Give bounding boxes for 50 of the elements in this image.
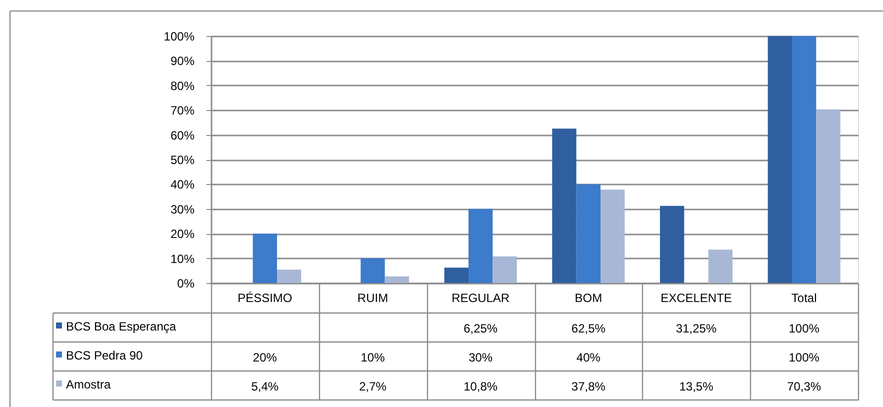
y-tick-label: 100% [164,30,195,44]
x-tick-label: REGULAR [452,291,510,305]
data-label: 30% [468,350,493,364]
bar [277,270,302,283]
y-tick-label: 50% [170,153,195,167]
x-tick-label: PÉSSIMO [238,291,292,305]
y-tick-label: 30% [170,202,195,216]
data-label: 6,25% [464,322,498,336]
y-tick-label: 40% [170,178,195,192]
data-label: 5,4% [251,380,279,394]
data-label: 40% [576,350,601,364]
data-label: 13,5% [679,380,714,394]
y-tick-label: 80% [170,78,195,93]
bar [384,276,410,283]
data-label: 20% [252,350,278,364]
data-label: 31,25% [676,322,717,336]
y-tick-label: 70% [170,104,195,118]
x-tick-label: BOM [574,291,602,305]
data-label: 2,7% [359,380,387,394]
y-tick-label: 10% [170,252,195,266]
legend-label: BCS Boa Esperança [66,320,176,334]
bar [492,256,517,283]
data-label: 70,3% [787,380,822,394]
bar [816,109,840,283]
legend-label: Amostra [66,378,112,392]
y-tick-label: 60% [170,128,195,142]
x-tick-label: Total [791,291,817,305]
bar [252,234,278,283]
data-label: 62,5% [571,322,606,336]
y-tick-label: 0% [177,276,195,290]
bar [360,258,385,283]
bar [576,184,601,283]
legend-label: BCS Pedra 90 [66,348,144,362]
x-tick-label: EXCELENTE [660,291,732,305]
data-label: 37,8% [571,380,606,394]
bar [768,36,792,283]
data-label: 100% [788,322,820,336]
data-label: 10,8% [464,380,498,394]
bar [660,206,684,283]
bar [792,36,816,283]
y-tick-label: 90% [170,54,195,68]
bar [444,268,468,283]
bar [600,190,625,283]
y-tick-label: 20% [170,227,195,242]
x-tick-label: RUIM [357,291,388,305]
bar [708,250,733,283]
data-label: 10% [360,350,386,364]
bar [552,128,576,283]
data-label: 100% [788,350,820,364]
bar [468,208,493,283]
